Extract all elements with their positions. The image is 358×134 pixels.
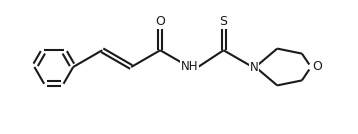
Text: O: O [313,60,322,74]
Text: O: O [155,15,165,28]
Text: N: N [250,61,258,74]
Text: NH: NH [180,60,198,74]
Text: S: S [219,15,228,28]
